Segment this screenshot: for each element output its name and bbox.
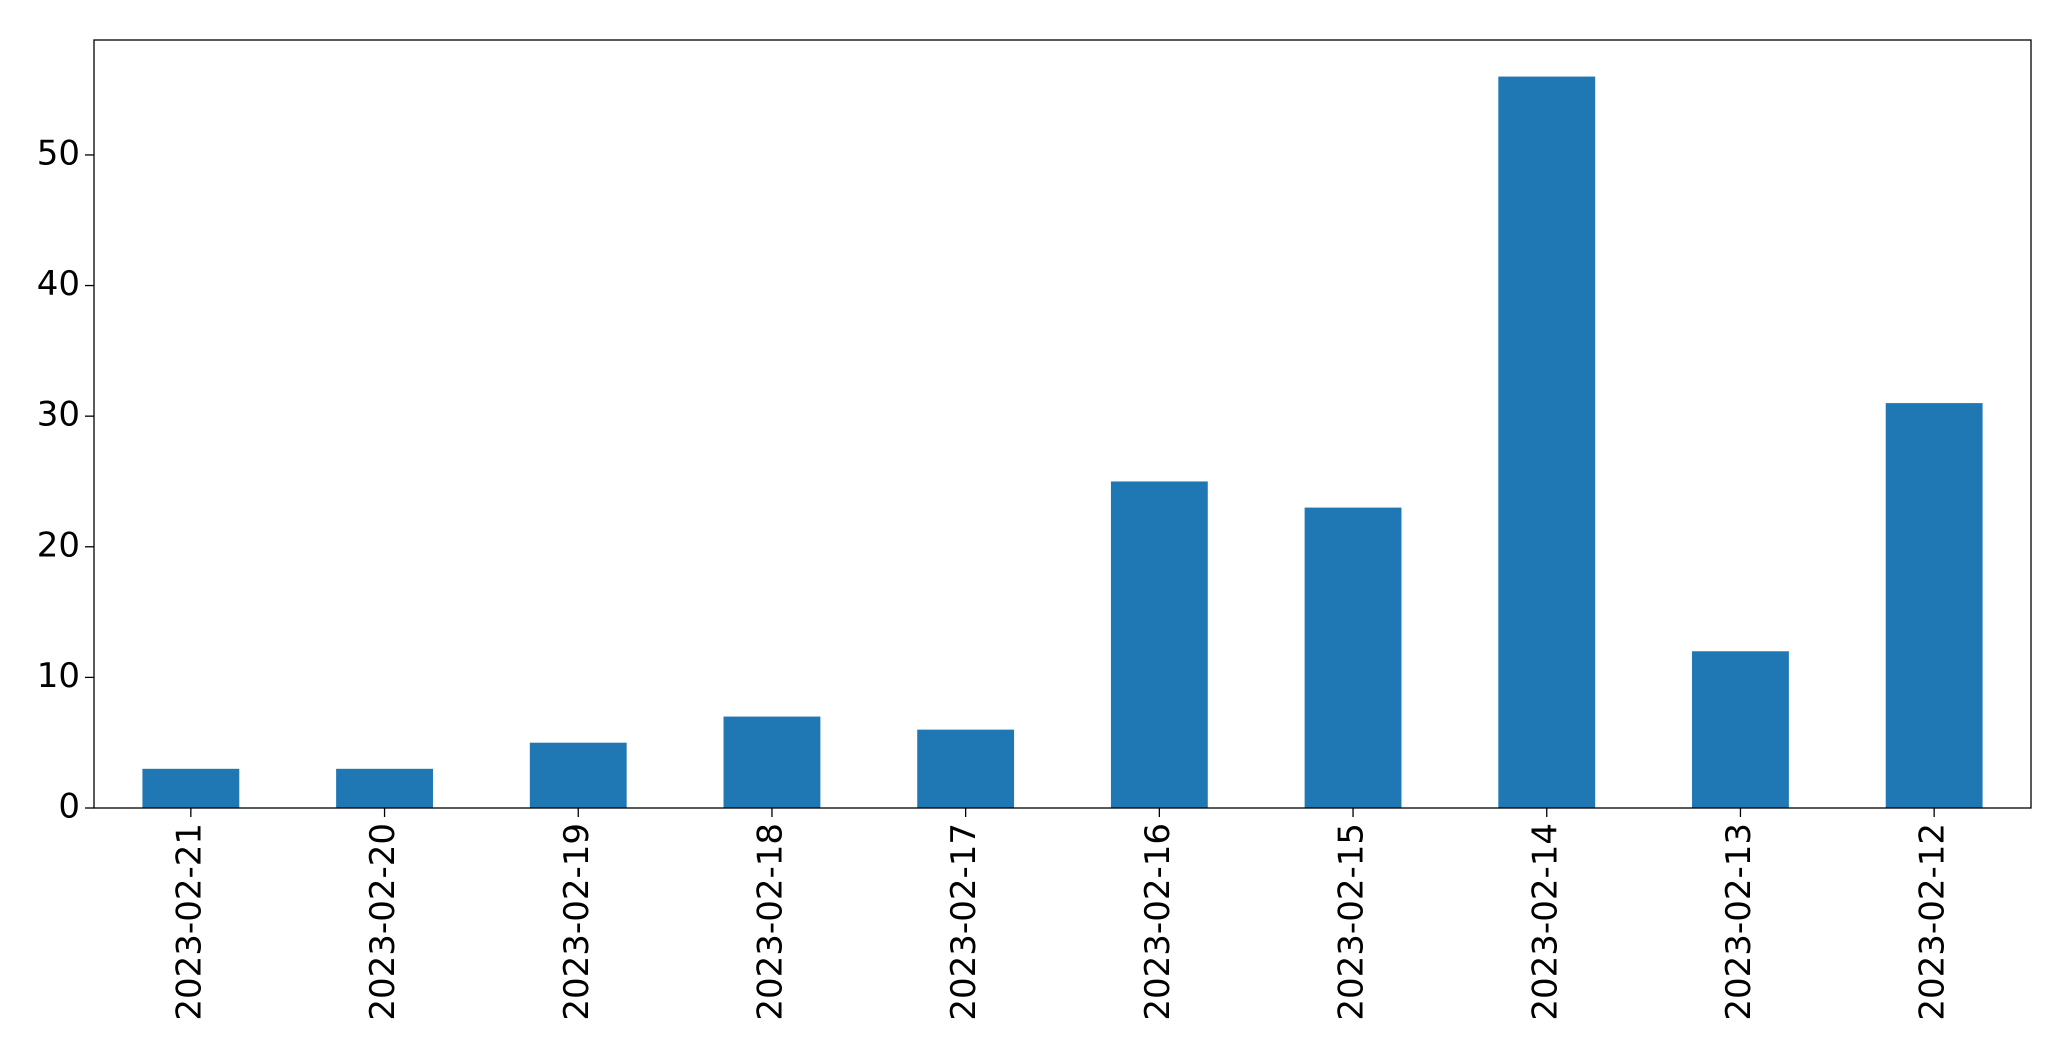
bar bbox=[723, 716, 821, 808]
x-tick-label: 2023-02-19 bbox=[557, 823, 597, 1021]
bar bbox=[1110, 481, 1208, 808]
x-tick-label: 2023-02-14 bbox=[1525, 823, 1565, 1021]
x-tick-label: 2023-02-20 bbox=[363, 823, 403, 1021]
x-tick-label: 2023-02-16 bbox=[1138, 823, 1178, 1021]
x-tick-label: 2023-02-12 bbox=[1913, 823, 1953, 1021]
x-tick-label: 2023-02-15 bbox=[1332, 823, 1372, 1021]
bar bbox=[1304, 507, 1402, 808]
bar bbox=[529, 742, 627, 808]
y-tick-label: 0 bbox=[58, 787, 80, 827]
y-tick-label: 30 bbox=[37, 395, 80, 435]
x-tick-label: 2023-02-13 bbox=[1719, 823, 1759, 1021]
bar bbox=[1692, 651, 1789, 808]
bar bbox=[336, 768, 433, 808]
y-tick-label: 50 bbox=[37, 133, 80, 173]
x-tick-label: 2023-02-18 bbox=[750, 823, 790, 1021]
bar bbox=[1885, 403, 1983, 808]
bar bbox=[1498, 76, 1596, 809]
y-tick-label: 10 bbox=[37, 656, 80, 696]
x-tick-label: 2023-02-17 bbox=[944, 823, 984, 1021]
bar bbox=[142, 768, 240, 808]
bar bbox=[917, 729, 1015, 808]
y-tick-label: 20 bbox=[37, 525, 80, 565]
y-tick-label: 40 bbox=[37, 264, 80, 304]
plot-frame bbox=[93, 39, 2032, 809]
x-tick-label: 2023-02-21 bbox=[169, 823, 209, 1021]
